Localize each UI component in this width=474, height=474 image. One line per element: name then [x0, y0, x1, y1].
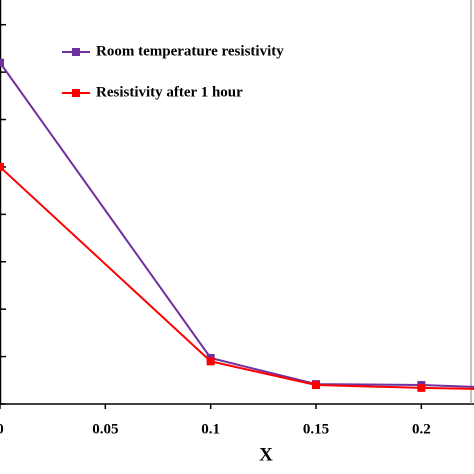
series-line: [0, 62, 474, 388]
x-tick-label: 0: [0, 421, 4, 437]
marker: [312, 381, 320, 390]
x-tick-label: 0.05: [92, 421, 118, 437]
x-tick-label: 0.2: [412, 421, 431, 437]
marker: [0, 58, 4, 67]
legend-label: Room temperature resistivity: [96, 43, 284, 59]
marker: [417, 383, 426, 392]
series-line: [0, 166, 474, 390]
legend-marker: [72, 89, 80, 97]
x-axis-label: X: [259, 444, 273, 465]
legend-label: Resistivity after 1 hour: [96, 84, 243, 100]
marker: [206, 357, 215, 366]
x-tick-label: 0.1: [201, 421, 220, 437]
marker: [0, 162, 4, 171]
x-tick-label: 0.15: [303, 421, 329, 437]
legend-marker: [72, 48, 80, 56]
